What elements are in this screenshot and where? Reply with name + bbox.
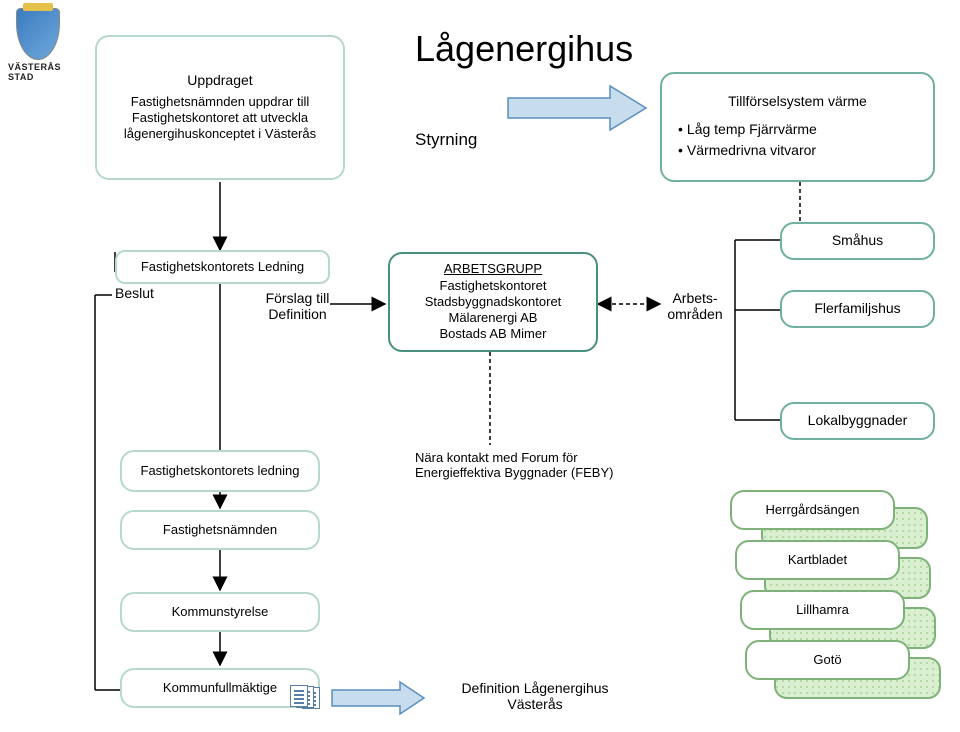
box-lokalbyggnader: Lokalbyggnader — [780, 402, 935, 440]
label-beslut: Beslut — [115, 285, 154, 301]
arbetsgrupp-line-2: Mälarenergi AB — [425, 310, 562, 326]
box-uppdraget: Uppdraget Fastighetsnämnden uppdrar till… — [95, 35, 345, 180]
flerfamiljshus-text: Flerfamiljshus — [814, 300, 900, 318]
box-herrgardsangen: Herrgårdsängen — [730, 490, 895, 530]
logo-text: VÄSTERÅS STAD — [8, 62, 68, 82]
kartbladet-text: Kartbladet — [788, 552, 847, 568]
box-tillforselsystem: Tillförselsystem värme •Låg temp Fjärrvä… — [660, 72, 935, 182]
box-fk-ledning-top: Fastighetskontorets Ledning — [115, 250, 330, 284]
uppdraget-heading: Uppdraget — [107, 72, 333, 90]
page-title: Lågenergihus — [415, 28, 633, 70]
arbetsgrupp-heading: ARBETSGRUPP — [425, 261, 562, 277]
tillforsel-heading: Tillförselsystem värme — [678, 93, 917, 111]
kommunfullmaktige-text: Kommunfullmäktige — [163, 680, 277, 696]
label-definition: Definition Lågenergihus Västerås — [435, 680, 635, 712]
box-kommunstyrelse: Kommunstyrelse — [120, 592, 320, 632]
uppdraget-body: Fastighetsnämnden uppdrar till Fastighet… — [107, 94, 333, 143]
fastighetsnamnden-text: Fastighetsnämnden — [163, 522, 277, 538]
tillforsel-item-1: •Värmedrivna vitvaror — [678, 140, 917, 161]
label-arbetsomraden: Arbets-områden — [660, 290, 730, 322]
fk-ledning-top-text: Fastighetskontorets Ledning — [141, 259, 304, 275]
arbetsgrupp-line-0: Fastighetskontoret — [425, 278, 562, 294]
box-kartbladet: Kartbladet — [735, 540, 900, 580]
lillhamra-text: Lillhamra — [796, 602, 849, 618]
documents-icon — [290, 685, 324, 709]
arbetsgrupp-line-1: Stadsbyggnadskontoret — [425, 294, 562, 310]
box-fk-ledning: Fastighetskontorets ledning — [120, 450, 320, 492]
box-lillhamra: Lillhamra — [740, 590, 905, 630]
box-flerfamiljshus: Flerfamiljshus — [780, 290, 935, 328]
box-smahus: Småhus — [780, 222, 935, 260]
tillforsel-item-0: •Låg temp Fjärrvärme — [678, 119, 917, 140]
fk-ledning-text: Fastighetskontorets ledning — [141, 463, 300, 479]
logo-vasteras-stad: VÄSTERÅS STAD — [8, 8, 68, 86]
lokalbyggnader-text: Lokalbyggnader — [808, 412, 908, 430]
kommunstyrelse-text: Kommunstyrelse — [172, 604, 269, 620]
box-arbetsgrupp: ARBETSGRUPP Fastighetskontoret Stadsbygg… — [388, 252, 598, 352]
goto-text: Gotö — [813, 652, 841, 668]
box-goto: Gotö — [745, 640, 910, 680]
smahus-text: Småhus — [832, 232, 883, 250]
label-styrning: Styrning — [415, 130, 477, 150]
herrgardsangen-text: Herrgårdsängen — [766, 502, 860, 518]
label-forslag: Förslag till Definition — [255, 290, 340, 322]
box-fastighetsnamnden: Fastighetsnämnden — [120, 510, 320, 550]
arbetsgrupp-line-3: Bostads AB Mimer — [425, 326, 562, 342]
label-feby: Nära kontakt med Forum för Energieffekti… — [415, 450, 615, 480]
